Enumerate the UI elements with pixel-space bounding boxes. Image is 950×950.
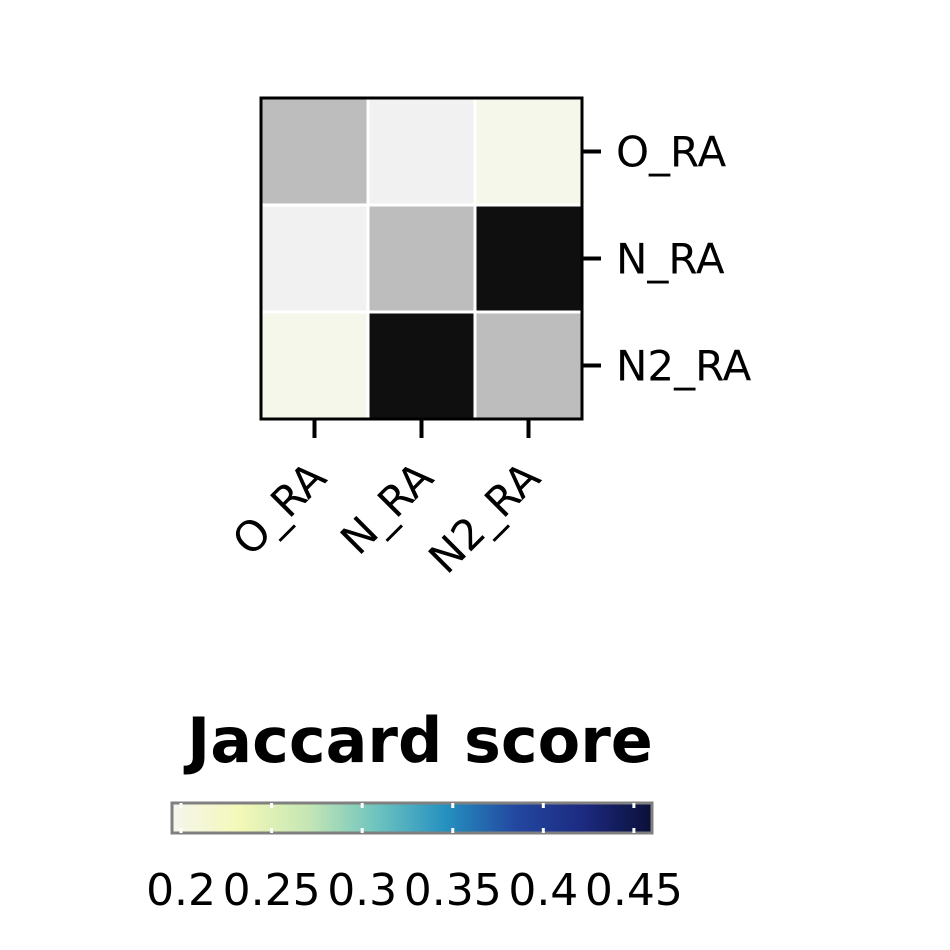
colorbar-title: Jaccard score: [183, 704, 653, 777]
heatmap-cells: [259, 96, 584, 421]
heatmap-cell-O_RA-N2_RA: [473, 96, 584, 207]
colorbar-tick-label: 0.2: [146, 865, 216, 916]
heatmap-cell-N_RA-N_RA: [366, 203, 477, 314]
heatmap-cell-N_RA-N2_RA: [473, 203, 584, 314]
heatmap-cell-N2_RA-N2_RA: [473, 310, 584, 421]
colorbar-ticks: 0.2 0.25 0.3 0.35 0.4 0.45: [146, 803, 683, 916]
colorbar-tick-label: 0.4: [508, 865, 578, 916]
colorbar-tick-label: 0.35: [404, 865, 502, 916]
y-tick-label: N2_RA: [616, 342, 752, 391]
heatmap-cell-N_RA-O_RA: [259, 203, 370, 314]
x-tick-label: O_RA: [223, 452, 336, 565]
heatmap-cell-N2_RA-O_RA: [259, 310, 370, 421]
heatmap-cell-N2_RA-N_RA: [366, 310, 477, 421]
colorbar-tick-label: 0.3: [327, 865, 397, 916]
colorbar-tick-label: 0.45: [585, 865, 683, 916]
heatmap-cell-O_RA-N_RA: [366, 96, 477, 207]
y-tick-label: N_RA: [616, 235, 725, 284]
colorbar-bar: [170, 801, 654, 835]
y-axis-ticks: O_RA N_RA N2_RA: [582, 128, 752, 391]
heatmap-cell-O_RA-O_RA: [259, 96, 370, 207]
colorbar-tick-label: 0.25: [223, 865, 321, 916]
y-tick-label: O_RA: [616, 128, 727, 177]
x-tick-label: N2_RA: [419, 452, 550, 583]
